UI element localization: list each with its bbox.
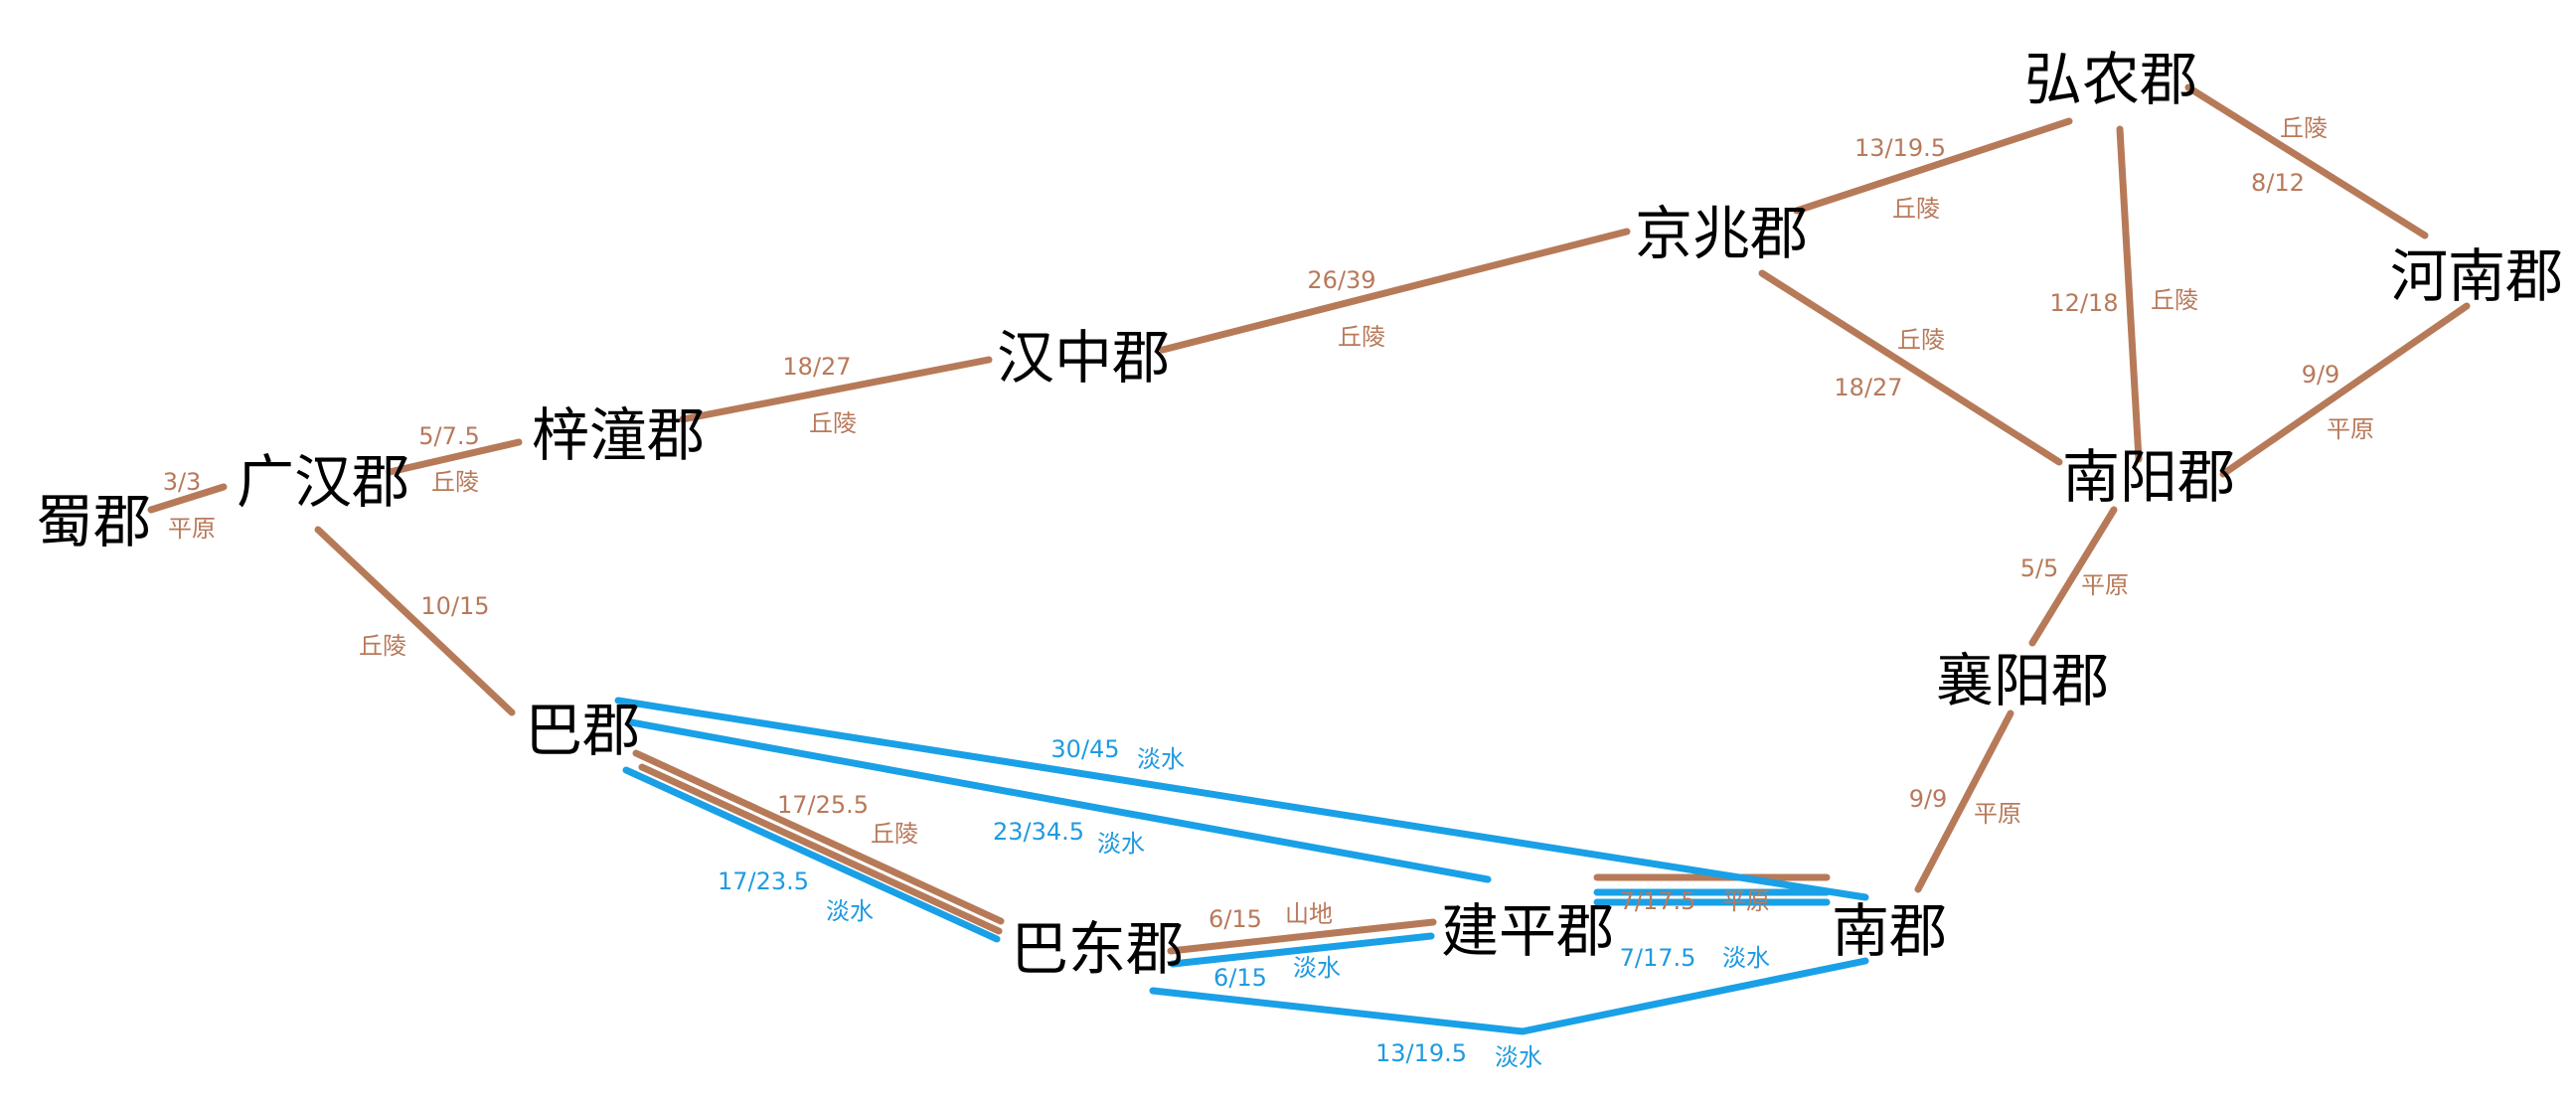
route-cost-jingzhao-hongnong: 13/19.5 — [1854, 134, 1946, 162]
node-nanyang: 南阳郡 — [2062, 443, 2235, 511]
route-line-badong-nan-water — [1149, 957, 1869, 1035]
route-cost-jianping-nan-water: 7/17.5 — [1620, 944, 1696, 972]
route-line-henan-nanyang — [2219, 302, 2471, 478]
route-cost-ba-nan-water: 30/45 — [1050, 735, 1119, 763]
route-line-badong-jianping-land — [1167, 918, 1437, 955]
route-cost-ba-jianping-water: 23/34.5 — [993, 818, 1084, 846]
route-terrain-jingzhao-nanyang: 丘陵 — [1897, 326, 1945, 354]
route-cost-jianping-nan-land: 7/17.5 — [1620, 887, 1696, 915]
route-terrain-badong-nan-water: 淡水 — [1495, 1043, 1542, 1071]
route-terrain-henan-nanyang: 平原 — [2327, 415, 2374, 443]
route-line-ba-jianping-water — [627, 718, 1492, 883]
node-shu: 蜀郡 — [36, 488, 151, 555]
route-line-hongnong-henan — [2184, 83, 2429, 239]
node-ba: 巴郡 — [525, 697, 640, 764]
route-line-xiangyang-nan — [1914, 709, 2014, 893]
route-cost-badong-nan-water: 13/19.5 — [1375, 1039, 1467, 1067]
route-line-jingzhao-hongnong — [1793, 117, 2073, 215]
route-terrain-xiangyang-nan: 平原 — [1974, 800, 2021, 828]
route-terrain-ba-jianping-water: 淡水 — [1097, 830, 1145, 858]
node-zitong: 梓潼郡 — [532, 401, 705, 469]
route-terrain-jianping-nan-land: 平原 — [1722, 887, 1770, 915]
route-line-zitong-hanzhong — [679, 356, 993, 423]
route-cost-guanghan-ba: 10/15 — [420, 592, 489, 620]
route-line-nanyang-xiangyang — [2028, 506, 2118, 647]
route-cost-hanzhong-jingzhao: 26/39 — [1307, 266, 1375, 294]
node-badong: 巴东郡 — [1011, 915, 1184, 983]
route-terrain-shu-guanghan: 平原 — [168, 515, 216, 543]
land-routes — [147, 83, 2471, 955]
route-terrain-jingzhao-hongnong: 丘陵 — [1892, 195, 1940, 223]
route-cost-badong-jianping-land: 6/15 — [1208, 905, 1262, 933]
route-line-ba-badong-land-b — [638, 763, 1003, 935]
route-cost-zitong-hanzhong: 18/27 — [782, 353, 851, 381]
route-cost-ba-badong-water: 17/23.5 — [718, 867, 809, 895]
route-line-ba-badong-water — [622, 766, 1001, 943]
node-hanzhong: 汉中郡 — [997, 324, 1170, 392]
route-terrain-badong-jianping-land: 山地 — [1285, 900, 1333, 928]
route-cost-xiangyang-nan: 9/9 — [1909, 785, 1948, 813]
route-terrain-ba-badong-water: 淡水 — [826, 897, 874, 925]
route-terrain-zitong-hanzhong: 丘陵 — [809, 409, 857, 437]
route-line-hanzhong-jingzhao — [1159, 228, 1631, 354]
route-terrain-jianping-nan-water: 淡水 — [1722, 944, 1770, 972]
route-line-shu-guanghan — [147, 483, 228, 514]
route-cost-guanghan-zitong: 5/7.5 — [418, 422, 480, 450]
node-xiangyang: 襄阳郡 — [1936, 647, 2109, 714]
route-cost-ba-badong-land: 17/25.5 — [777, 791, 869, 819]
node-henan: 河南郡 — [2390, 242, 2563, 310]
route-line-guanghan-zitong — [386, 438, 523, 476]
node-jingzhao: 京兆郡 — [1635, 200, 1808, 267]
node-hongnong: 弘农郡 — [2024, 46, 2197, 113]
route-line-guanghan-ba — [314, 526, 516, 716]
route-cost-hongnong-henan: 8/12 — [2251, 169, 2305, 197]
route-terrain-nanyang-xiangyang: 平原 — [2081, 571, 2129, 599]
route-line-hongnong-nanyang — [2116, 125, 2143, 463]
route-terrain-ba-badong-land: 丘陵 — [871, 820, 918, 848]
route-line-ba-nan-water — [614, 697, 1869, 901]
node-jianping: 建平郡 — [1441, 897, 1614, 965]
route-terrain-ba-nan-water: 淡水 — [1137, 745, 1185, 773]
water-routes — [614, 697, 1869, 1035]
route-cost-henan-nanyang: 9/9 — [2302, 361, 2340, 389]
node-nan: 南郡 — [1832, 897, 1947, 965]
route-cost-hongnong-nanyang: 12/18 — [2049, 289, 2118, 317]
route-terrain-guanghan-ba: 丘陵 — [359, 632, 406, 660]
route-cost-badong-jianping-water: 6/15 — [1213, 964, 1267, 992]
route-line-badong-jianping-water — [1169, 932, 1435, 968]
route-cost-jingzhao-nanyang: 18/27 — [1834, 374, 1902, 401]
route-terrain-hongnong-nanyang: 丘陵 — [2151, 286, 2198, 314]
route-cost-shu-guanghan: 3/3 — [163, 468, 202, 496]
route-line-jingzhao-nanyang — [1758, 269, 2063, 466]
route-terrain-guanghan-zitong: 丘陵 — [431, 468, 479, 496]
route-terrain-badong-jianping-water: 淡水 — [1293, 954, 1341, 982]
nodes: 蜀郡 广汉郡 梓潼郡 汉中郡 京兆郡 弘农郡 河南郡 南阳郡 襄阳郡 巴郡 巴东… — [36, 46, 2563, 983]
route-labels: 3/3 平原 5/7.5 丘陵 18/27 丘陵 26/39 丘陵 13/19.… — [163, 114, 2374, 1071]
route-cost-nanyang-xiangyang: 5/5 — [2020, 554, 2059, 582]
route-line-ba-badong-land-a — [632, 749, 1005, 925]
route-terrain-hongnong-henan: 丘陵 — [2280, 114, 2328, 142]
route-terrain-hanzhong-jingzhao: 丘陵 — [1338, 323, 1385, 351]
node-guanghan: 广汉郡 — [237, 448, 409, 516]
